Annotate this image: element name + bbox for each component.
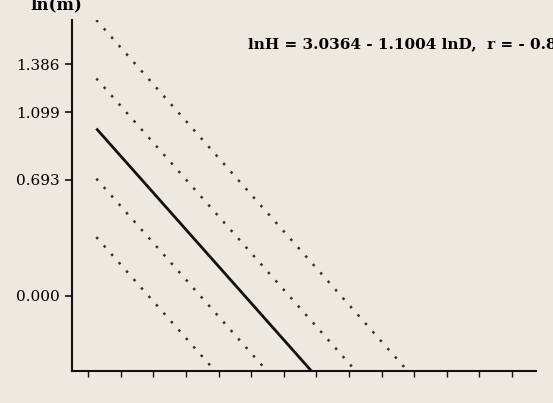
Text: lnH = 3.0364 - 1.1004 lnD,  r = - 0.83,  n=59: lnH = 3.0364 - 1.1004 lnD, r = - 0.83, n…: [248, 38, 553, 52]
Text: ln(m): ln(m): [30, 0, 82, 13]
